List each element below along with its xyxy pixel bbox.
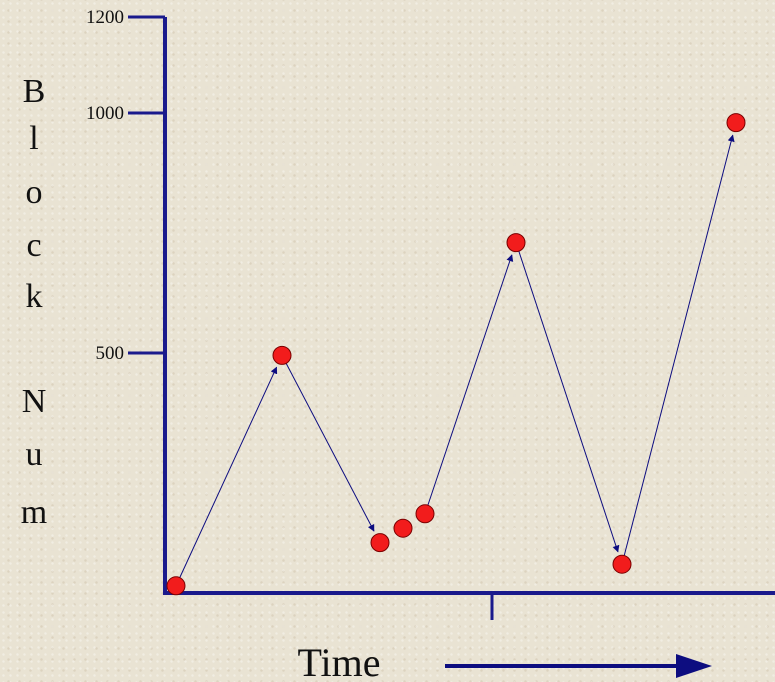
- data-point: [393, 518, 413, 538]
- y-axis-label-letter: N: [22, 383, 47, 420]
- data-point: [612, 554, 632, 574]
- y-tick-label: 1200: [86, 7, 124, 28]
- x-axis-label: Time: [297, 640, 380, 682]
- time-arrow-head: [676, 654, 712, 678]
- axes: 500 1000 1200: [86, 7, 775, 620]
- data-point: [370, 533, 390, 553]
- data-points: [166, 113, 746, 596]
- y-axis-label-letter: c: [26, 227, 41, 264]
- point-connectors: [179, 134, 735, 578]
- connector-arrow: [518, 250, 620, 553]
- y-axis-label-letter: l: [29, 120, 38, 157]
- data-point: [506, 233, 526, 253]
- connector-arrow: [427, 254, 514, 506]
- y-axis-label-letter: B: [23, 73, 46, 110]
- data-point: [166, 576, 186, 596]
- y-axis-label-letter: o: [26, 174, 43, 211]
- data-point: [272, 345, 292, 365]
- y-axis-label-letter: u: [26, 436, 43, 473]
- y-axis-label-letter: m: [21, 494, 47, 531]
- y-axis-label-letter: k: [26, 278, 43, 315]
- data-point: [726, 113, 746, 133]
- connector-arrow: [623, 134, 735, 556]
- y-tick-label: 500: [96, 343, 125, 364]
- y-tick-label: 1000: [86, 103, 124, 124]
- connector-arrow: [179, 366, 278, 578]
- connector-arrow: [285, 363, 375, 532]
- data-point: [415, 504, 435, 524]
- time-direction-arrow: [445, 654, 712, 678]
